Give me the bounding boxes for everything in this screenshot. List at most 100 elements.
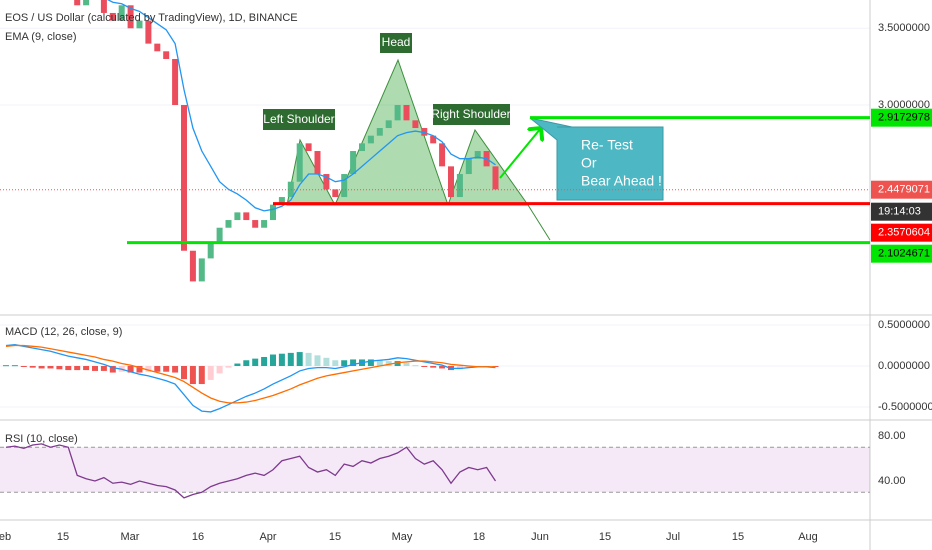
macd-histogram-bar xyxy=(252,358,259,366)
macd-histogram-bar xyxy=(465,366,472,368)
candle xyxy=(439,143,446,167)
callout-line: Bear Ahead ! xyxy=(581,173,662,189)
candle xyxy=(323,174,330,190)
candle xyxy=(216,227,223,244)
macd-histogram-bar xyxy=(456,366,463,370)
candle xyxy=(376,128,383,136)
callout-box xyxy=(529,117,664,201)
macd-histogram-bar xyxy=(145,366,152,372)
time-label: Aug xyxy=(798,531,818,543)
price-tag xyxy=(871,202,932,221)
macd-tick-label: 0.0000000 xyxy=(878,360,930,372)
candle xyxy=(350,151,357,175)
candle xyxy=(261,220,268,228)
candle xyxy=(296,143,303,182)
macd-histogram-bar xyxy=(11,365,18,367)
candle xyxy=(287,181,294,198)
candle xyxy=(207,243,214,259)
macd-histogram-bar xyxy=(38,366,45,369)
symbol-title: EOS / US Dollar (calculated by TradingVi… xyxy=(5,12,298,24)
time-label: Jul xyxy=(666,531,680,543)
time-label: 15 xyxy=(599,531,611,543)
rsi-band xyxy=(0,447,870,493)
macd-histogram-bar xyxy=(376,360,383,366)
macd-histogram-bar xyxy=(367,359,374,366)
candle xyxy=(225,220,232,228)
label-box xyxy=(433,104,510,125)
macd-histogram-bar xyxy=(385,361,392,366)
candle xyxy=(163,51,170,59)
price-tag-label: 2.1024671 xyxy=(878,248,930,260)
candle xyxy=(109,12,116,21)
candle xyxy=(118,5,125,21)
macd-histogram-bar xyxy=(350,359,357,366)
candle xyxy=(100,0,107,13)
label-box xyxy=(263,109,335,130)
macd-tick-label: -0.5000000 xyxy=(878,401,932,413)
rsi-label: RSI (10, close) xyxy=(5,433,78,445)
macd-histogram-bar xyxy=(65,366,72,371)
candle xyxy=(367,135,374,144)
macd-histogram-bar xyxy=(270,354,276,366)
macd-histogram-bar xyxy=(20,366,27,367)
candle xyxy=(430,135,437,144)
price-tag-label: 2.9172978 xyxy=(878,112,930,124)
candle xyxy=(270,204,276,221)
extension-line xyxy=(527,204,551,241)
macd-histogram-bar xyxy=(83,366,90,371)
candle xyxy=(83,0,90,6)
candle xyxy=(278,197,285,205)
head-label: Head xyxy=(382,35,411,49)
candle xyxy=(198,258,205,282)
candle xyxy=(234,212,241,221)
candle xyxy=(403,105,410,121)
macd-histogram-bar xyxy=(430,366,437,368)
macd-tick-label: 0.5000000 xyxy=(878,319,930,331)
candle xyxy=(145,20,152,44)
macd-histogram-bar xyxy=(261,356,268,366)
time-label: Apr xyxy=(259,531,276,543)
candle xyxy=(385,120,392,129)
macd-histogram-bar xyxy=(189,366,196,385)
macd-histogram-bar xyxy=(172,366,179,373)
price-tag-label: 2.3570604 xyxy=(878,227,930,239)
macd-histogram-bar xyxy=(74,366,81,371)
time-label: 15 xyxy=(329,531,341,543)
macd-histogram-bar xyxy=(216,366,223,374)
candle xyxy=(456,174,463,198)
time-label: eb xyxy=(0,531,11,543)
price-tag-label: 19:14:03 xyxy=(878,206,921,218)
time-label: 18 xyxy=(473,531,485,543)
price-tag xyxy=(871,244,932,263)
retest-arrow xyxy=(499,128,541,179)
candle xyxy=(314,151,321,175)
candle xyxy=(465,158,472,175)
price-tick-label: 3.0000000 xyxy=(878,99,930,111)
macd-histogram-bar xyxy=(314,355,321,366)
macd-histogram-bar xyxy=(100,366,107,371)
rsi-tick-label: 80.00 xyxy=(878,430,906,442)
ema-label: EMA (9, close) xyxy=(5,31,77,43)
macd-histogram-bar xyxy=(394,361,401,366)
macd-histogram-bar xyxy=(278,353,285,366)
rsi-tick-label: 40.00 xyxy=(878,475,906,487)
ema-line xyxy=(107,0,496,212)
candle xyxy=(189,250,196,282)
time-label: 15 xyxy=(732,531,744,543)
candle xyxy=(127,5,134,29)
callout-line: Or xyxy=(581,155,597,171)
candle xyxy=(252,220,259,228)
candle xyxy=(172,58,179,105)
candle xyxy=(332,189,339,198)
candle xyxy=(181,105,187,251)
candle xyxy=(448,166,454,198)
macd-histogram-bar xyxy=(287,352,294,366)
macd-histogram-bar xyxy=(225,366,232,368)
price-tag xyxy=(871,108,932,127)
macd-histogram-bar xyxy=(181,366,187,380)
time-label: 16 xyxy=(192,531,204,543)
rsi-line xyxy=(5,443,497,499)
candle xyxy=(359,143,365,152)
label-box xyxy=(380,33,412,53)
